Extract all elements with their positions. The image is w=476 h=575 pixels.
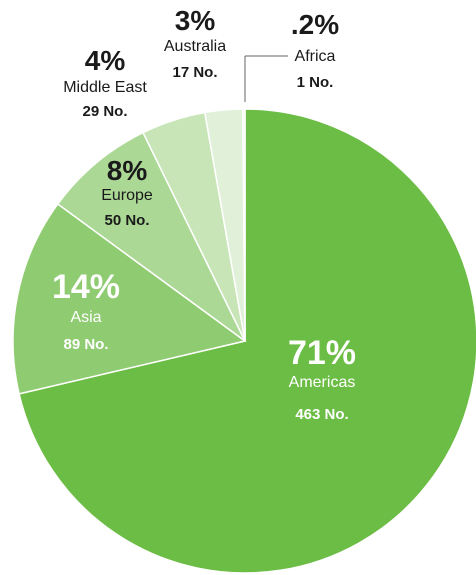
pie-labels: 71% Americas 463 No. 14% Asia 89 No. 8%Europe 5… bbox=[52, 5, 356, 423]
pie-slice-asia bbox=[12, 202, 247, 395]
pie-category-label-africa: Africa bbox=[295, 48, 336, 65]
pie-category-label-americas: Americas bbox=[289, 374, 356, 391]
pie-category-label-middle-east: Middle East bbox=[63, 79, 147, 96]
pie-count-label-middle-east: 29 No. bbox=[82, 103, 127, 120]
pie-percent-label-asia: 14% bbox=[52, 268, 120, 306]
pie-slices bbox=[12, 108, 476, 574]
pie-percent-label-americas: 71% bbox=[288, 334, 356, 372]
pie-percent-label-africa: .2% bbox=[291, 9, 339, 40]
pie-category-label-europe: Europe bbox=[101, 187, 153, 204]
pie-category-label-australia: Australia bbox=[164, 38, 226, 55]
pie-slice-americas bbox=[18, 108, 476, 574]
pie-count-label-africa: 1 No. bbox=[297, 74, 334, 91]
pie-percent-label-middle-east: 4% bbox=[85, 45, 126, 76]
pie-slice-europe bbox=[56, 131, 246, 342]
pie-count-label-asia: 89 No. bbox=[63, 336, 108, 353]
pie-slice-africa bbox=[241, 108, 246, 342]
pie-count-label-australia: 17 No. bbox=[172, 64, 217, 81]
pie-percent-label-australia: 3% bbox=[175, 5, 216, 36]
pie-percent-label-europe: 8% bbox=[107, 155, 148, 186]
pie-count-label-europe: 50 No. bbox=[104, 212, 149, 229]
pie-category-label-asia: Asia bbox=[70, 309, 101, 326]
pie-count-label-americas: 463 No. bbox=[295, 406, 348, 423]
